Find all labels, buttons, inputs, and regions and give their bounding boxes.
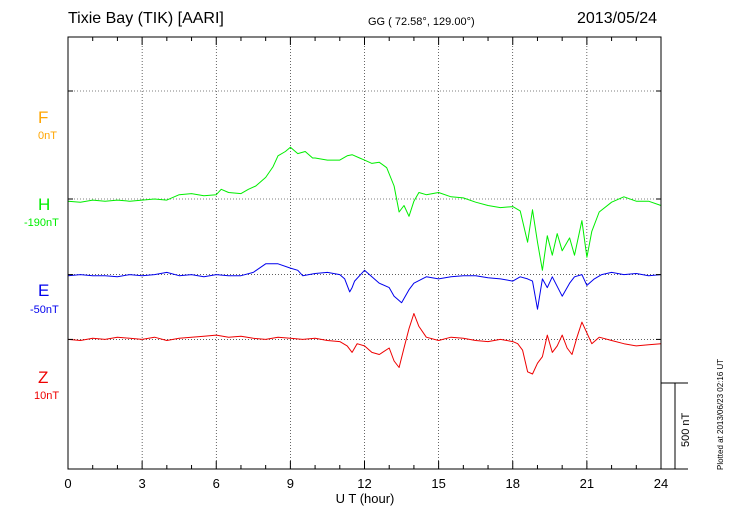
plotted-timestamp: Plotted at 2013/06/23 02:16 UT [716,358,725,470]
x-tick-label: 21 [579,476,595,491]
series-e-line [67,263,662,310]
x-tick-label: 18 [505,476,520,491]
trace-lines [67,146,662,375]
component-h-label: H [38,195,51,214]
component-z-offset: 10nT [34,390,60,402]
x-tick-label: 12 [357,476,372,491]
station-title: Tixie Bay (TIK) [AARI] [68,10,224,27]
series-z-line [67,313,662,375]
component-h-offset: -190nT [24,217,59,229]
series-h-line [67,146,662,271]
x-tick-label: 24 [653,476,669,491]
scale-bar [661,382,688,470]
scale-bar-label: 500 nT [680,412,692,447]
component-e-label: E [38,281,50,300]
x-tick-label: 3 [138,476,146,491]
x-axis-label: U T (hour) [335,491,395,506]
axis-ticks [67,37,662,469]
component-f-label: F [38,108,49,127]
component-z-label: Z [38,368,49,387]
x-tick-label: 6 [212,476,220,491]
x-tick-label: 15 [431,476,446,491]
x-tick-label: 9 [286,476,294,491]
plot-date: 2013/05/24 [577,10,658,27]
grid-lines [68,37,661,469]
station-coords: GG ( 72.58°, 129.00°) [368,16,475,28]
component-f-offset: 0nT [38,130,57,142]
component-e-offset: -50nT [30,304,59,316]
x-tick-label: 0 [64,476,72,491]
